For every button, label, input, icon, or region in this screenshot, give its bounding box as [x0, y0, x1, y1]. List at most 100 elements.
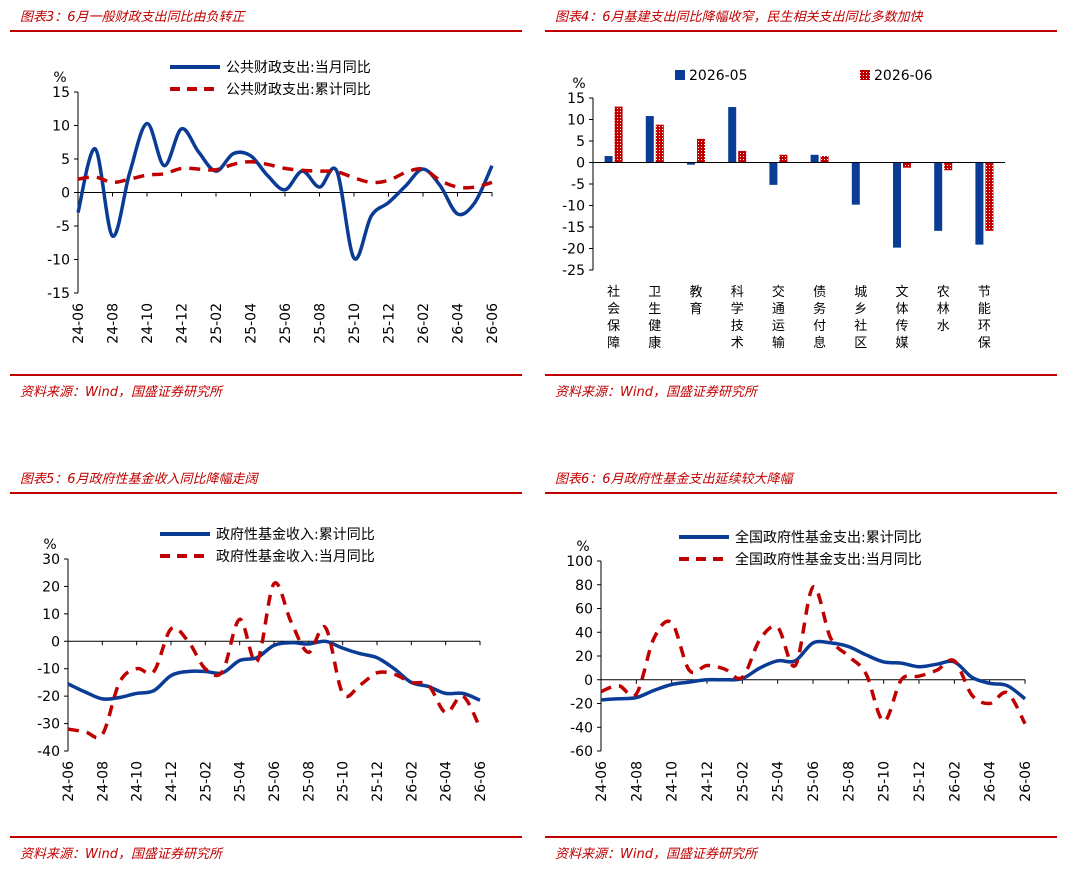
source-rule	[545, 374, 1057, 376]
bar	[738, 150, 747, 163]
y-tick-label: -15	[562, 220, 585, 236]
legend-label: 公共财政支出:累计同比	[226, 82, 371, 98]
x-tick-label: 25-12	[370, 761, 386, 802]
bar	[985, 162, 994, 231]
x-tick-label: 24-10	[140, 303, 156, 344]
y-unit-label: %	[43, 537, 56, 553]
bar	[769, 162, 778, 185]
x-tick-label: 26-06	[473, 761, 489, 802]
figure-4-panel: 图表4：6月基建支出同比降幅收窄，民生相关支出同比多数加快 15 10 5 0 -5 -1…	[545, 0, 1057, 400]
source-rule	[545, 836, 1057, 838]
series-line	[76, 121, 494, 261]
category-label: 教育	[689, 284, 702, 317]
y-tick-label: 30	[42, 552, 60, 568]
legend-label: 政府性基金收入:当月同比	[216, 548, 375, 565]
category-label: 城乡社区	[854, 285, 867, 351]
y-unit-label: %	[572, 76, 585, 92]
y-tick-label: 10	[42, 607, 60, 623]
y-tick-label: -5	[571, 177, 585, 193]
legend-label: 政府性基金收入:累计同比	[216, 526, 375, 543]
x-tick-label: 25-10	[877, 761, 893, 802]
figure-title: 图表4：6月基建支出同比降幅收窄，民生相关支出同比多数加快	[555, 10, 923, 25]
x-tick-label: 25-06	[806, 761, 822, 802]
y-tick-label: -60	[570, 744, 593, 760]
bar	[810, 154, 819, 163]
y-tick-label: -40	[570, 720, 593, 736]
legend-label: 全国政府性基金支出:累计同比	[735, 529, 922, 546]
figure-6-panel: 图表6：6月政府性基金支出延续较大降幅 100 80 60 40 20 0 -20 -40 -6…	[545, 462, 1057, 862]
figure-3-panel: 图表3：6月一般财政支出同比由负转正 15 10 5 0 -5 -10 -15% 24-06 2…	[10, 0, 522, 400]
y-tick-label: 0	[584, 673, 593, 689]
chart-figure-3: 15 10 5 0 -5 -10 -15% 24-06 24-08 24-10 24-12 25-02…	[47, 60, 501, 344]
x-tick-label: 25-10	[347, 303, 363, 344]
x-tick-label: 24-06	[594, 761, 610, 802]
source-rule	[10, 836, 522, 838]
x-tick-label: 24-12	[164, 761, 180, 802]
y-unit-label: %	[576, 539, 589, 555]
x-tick-label: 26-02	[947, 761, 963, 802]
x-tick-label: 26-04	[439, 761, 455, 802]
y-tick-label: 10	[52, 119, 70, 135]
bar	[944, 162, 953, 171]
x-tick-label: 25-04	[771, 761, 787, 802]
y-tick-label: -20	[562, 242, 585, 258]
bar	[645, 116, 654, 163]
figure-title: 图表6：6月政府性基金支出延续较大降幅	[555, 472, 793, 487]
x-tick-label: 24-10	[130, 761, 146, 802]
y-tick-label: 0	[61, 186, 70, 202]
legend-label: 全国政府性基金支出:当月同比	[735, 551, 922, 568]
bar	[728, 107, 737, 163]
category-label: 节能环保	[978, 285, 991, 351]
legend-swatch	[860, 70, 870, 80]
y-tick-label: -10	[562, 199, 585, 215]
x-tick-label: 25-08	[313, 303, 329, 344]
y-tick-label: 20	[575, 649, 593, 665]
x-tick-label: 24-08	[95, 761, 111, 802]
y-tick-label: 40	[575, 625, 593, 641]
bar	[893, 162, 901, 248]
category-label: 文体传媒	[895, 285, 908, 351]
y-tick-label: 0	[51, 634, 60, 650]
y-tick-label: 5	[61, 152, 70, 168]
legend-label: 2026-05	[689, 68, 748, 84]
category-label: 卫生健康	[648, 285, 661, 351]
y-tick-label: -5	[56, 219, 70, 235]
title-rule	[10, 30, 522, 32]
x-tick-label: 25-04	[233, 761, 249, 802]
bar	[614, 106, 623, 163]
x-tick-label: 24-10	[665, 761, 681, 802]
x-tick-label: 25-06	[278, 303, 294, 344]
chart-figure-5: 30 20 10 0 -10 -20 -30 -40% 24-06 24-08 24-10 24-12…	[37, 526, 489, 802]
figure-title: 图表3：6月一般财政支出同比由负转正	[20, 10, 245, 25]
y-tick-label: -25	[562, 263, 585, 279]
x-tick-label: 25-10	[336, 761, 352, 802]
bar	[975, 162, 984, 245]
series-line	[600, 585, 1027, 725]
series-line	[67, 581, 482, 740]
source-note: 资料来源：Wind，国盛证券研究所	[555, 385, 757, 400]
y-tick-label: -10	[47, 253, 70, 269]
x-tick-label: 26-04	[983, 761, 999, 802]
legend-label: 公共财政支出:当月同比	[226, 60, 371, 76]
x-tick-label: 26-06	[1018, 761, 1034, 802]
x-tick-label: 25-12	[382, 303, 398, 344]
x-tick-label: 24-12	[700, 761, 716, 802]
title-rule	[545, 30, 1057, 32]
x-tick-label: 24-08	[106, 303, 122, 344]
bar	[820, 156, 829, 163]
category-label: 科学技术	[731, 285, 744, 351]
x-tick-label: 24-06	[71, 303, 87, 344]
y-tick-label: 100	[566, 554, 593, 570]
y-tick-label: -20	[37, 689, 60, 705]
y-unit-label: %	[53, 70, 66, 86]
x-tick-label: 24-06	[61, 761, 77, 802]
x-tick-label: 25-12	[912, 761, 928, 802]
series-line	[77, 159, 493, 190]
x-tick-label: 25-08	[841, 761, 857, 802]
bar	[779, 154, 788, 163]
bar	[934, 162, 943, 231]
series-line	[67, 639, 481, 702]
y-tick-label: 15	[52, 85, 70, 101]
x-tick-label: 25-08	[301, 761, 317, 802]
x-tick-label: 24-12	[175, 303, 191, 344]
